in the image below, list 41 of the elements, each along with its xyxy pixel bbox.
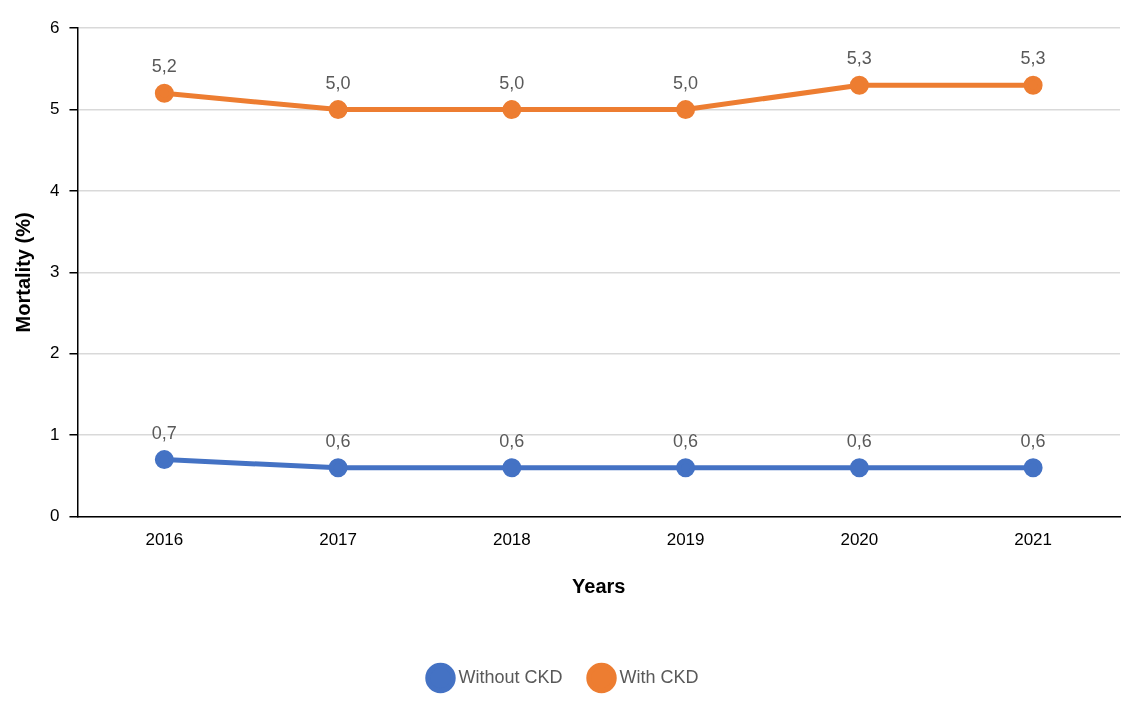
data-label: 0,6 <box>1020 430 1046 451</box>
y-tick-label: 0 <box>49 506 60 526</box>
data-label: 5,0 <box>325 72 351 93</box>
data-label: 5,0 <box>499 72 525 93</box>
x-axis-title: Years <box>572 574 626 597</box>
data-label: 0,6 <box>846 430 872 451</box>
point <box>849 75 869 95</box>
legend-label: Without CKD <box>458 666 563 687</box>
x-tick-label: 2018 <box>492 530 531 550</box>
x-tick-label: 2021 <box>1014 530 1053 550</box>
data-label: 5,3 <box>1020 48 1046 69</box>
point <box>154 450 174 470</box>
point <box>676 458 696 478</box>
x-tick-label: 2020 <box>840 530 879 550</box>
data-label: 0,6 <box>673 430 699 451</box>
y-tick-label: 4 <box>49 180 60 200</box>
data-label: 0,7 <box>151 422 177 443</box>
point <box>502 458 522 478</box>
y-axis-title: Mortality (%) <box>11 212 34 333</box>
data-label: 0,6 <box>499 430 525 451</box>
data-label: 5,3 <box>846 48 872 69</box>
point <box>154 83 174 103</box>
point <box>502 100 522 120</box>
point <box>328 100 348 120</box>
data-label: 5,0 <box>673 72 699 93</box>
y-tick-label: 3 <box>49 262 60 282</box>
x-tick-label: 2017 <box>319 530 358 550</box>
y-tick-label: 6 <box>49 17 60 37</box>
point <box>328 458 348 478</box>
x-tick-label: 2016 <box>145 530 184 550</box>
y-tick-label: 2 <box>49 343 60 363</box>
point <box>849 458 869 478</box>
data-label: 0,6 <box>325 430 351 451</box>
y-tick-label: 5 <box>49 99 60 119</box>
y-tick-label: 1 <box>49 424 60 444</box>
x-tick-label: 2019 <box>666 530 705 550</box>
point <box>1023 458 1043 478</box>
point <box>676 100 696 120</box>
point <box>1023 75 1043 95</box>
data-label: 5,2 <box>151 56 177 77</box>
legend-label: With CKD <box>619 666 699 687</box>
